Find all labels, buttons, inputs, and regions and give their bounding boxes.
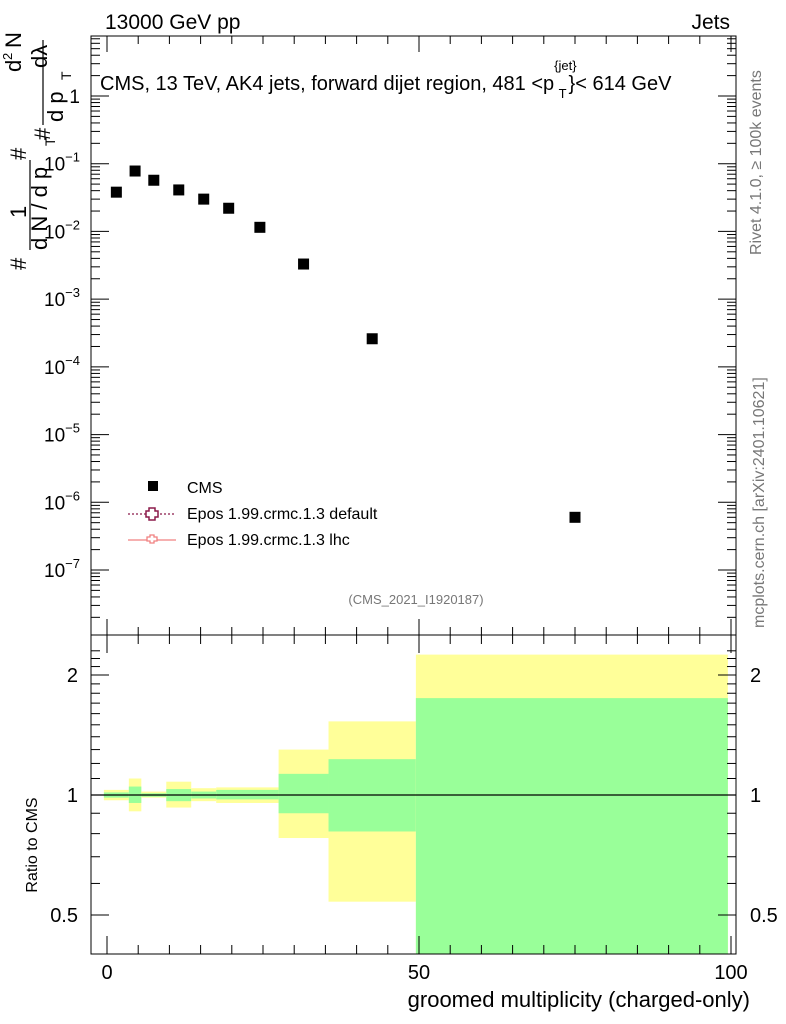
cms-data-point xyxy=(366,333,378,345)
ylabel-denominator-sub: T xyxy=(42,137,58,146)
ylabel-hash-left: # xyxy=(6,257,31,270)
top-y-tick-label: 1 xyxy=(69,87,80,108)
legend-label-epos-lhc: Epos 1.99.crmc.1.3 lhc xyxy=(187,532,350,549)
mcplots-label: mcplots.cern.ch [arXiv:2401.10621] xyxy=(751,377,768,628)
ratio-inner-band xyxy=(278,773,329,814)
x-tick-label: 100 xyxy=(714,962,747,984)
legend: CMS Epos 1.99.crmc.1.3 default Epos 1.99… xyxy=(128,480,378,549)
ratio-y-tick-label-right: 2 xyxy=(750,665,761,687)
plot-title-sup: {jet} xyxy=(554,58,577,73)
ylabel-one: 1 xyxy=(6,206,31,218)
cms-data-point xyxy=(129,165,141,177)
ratio-y-tick-label-left: 0.5 xyxy=(50,905,78,927)
ratio-y-tick-labels: 0.5 0.5 1 1 2 2 xyxy=(50,665,778,927)
legend-label-cms: CMS xyxy=(187,480,223,497)
top-y-tick-label: 10−4 xyxy=(44,353,80,379)
legend-label-epos-default: Epos 1.99.crmc.1.3 default xyxy=(187,506,378,523)
energy-label: 13000 GeV pp xyxy=(105,11,240,34)
analysis-id: (CMS_2021_I1920187) xyxy=(348,592,483,607)
plot-title-sub: T xyxy=(559,86,567,101)
plot-title-main: CMS, 13 TeV, AK4 jets, forward dijet reg… xyxy=(100,73,554,95)
ratio-inner-band xyxy=(415,698,728,954)
ylabel-num-bottom-sub: T xyxy=(58,71,74,80)
top-y-tick-label: 10−3 xyxy=(44,285,80,311)
x-axis-label: groomed multiplicity (charged-only) xyxy=(408,987,750,1012)
top-y-tick-label: 10−7 xyxy=(44,556,80,582)
category-label: Jets xyxy=(691,11,730,34)
cms-data-point xyxy=(148,174,160,186)
cms-data-points xyxy=(110,165,581,523)
ylabel-num-d: d xyxy=(1,60,26,72)
cms-data-point xyxy=(110,186,122,198)
ratio-axis-ticks xyxy=(91,635,736,954)
cms-data-point xyxy=(173,184,185,196)
top-y-tick-label: 10−5 xyxy=(44,421,80,447)
top-y-tick-labels: 1 10−1 10−2 10−3 10−4 10−5 10−6 10−7 xyxy=(44,87,80,582)
ratio-bands xyxy=(103,654,728,954)
cms-data-point xyxy=(569,511,581,523)
top-y-tick-label: 10−1 xyxy=(44,150,80,176)
cms-data-point xyxy=(198,193,210,205)
top-axis-ticks xyxy=(91,36,736,635)
plot-title: CMS, 13 TeV, AK4 jets, forward dijet reg… xyxy=(100,58,672,101)
top-y-tick-label: 10−6 xyxy=(44,488,80,514)
ylabel-denominator: d N / d p xyxy=(27,167,52,250)
ratio-y-tick-label-left: 2 xyxy=(67,665,78,687)
legend-marker-epos-default xyxy=(145,507,159,521)
ylabel-hash-mid: # xyxy=(6,147,31,160)
ylabel-lambda: dλ xyxy=(27,45,52,68)
ratio-y-tick-label-left: 1 xyxy=(67,785,78,807)
x-tick-label: 50 xyxy=(408,962,430,984)
legend-marker-cms xyxy=(148,481,158,491)
ylabel-num-sup: 2 xyxy=(0,53,15,60)
ratio-y-tick-label-right: 0.5 xyxy=(750,905,778,927)
rivet-label: Rivet 4.1.0, ≥ 100k events xyxy=(748,70,765,255)
cms-data-point xyxy=(254,221,266,233)
ylabel-hash-low: # xyxy=(30,127,55,140)
ratio-y-axis-label: Ratio to CMS xyxy=(24,797,41,892)
ratio-y-tick-label-right: 1 xyxy=(750,785,761,807)
plot-title-tail: }< 614 GeV xyxy=(569,73,673,95)
ylabel-num-bottom: d p xyxy=(43,91,68,122)
top-y-tick-label: 10−2 xyxy=(44,217,80,243)
ylabel-num-n: N xyxy=(1,32,26,48)
ratio-x-tick-labels: 0 50 100 xyxy=(101,962,747,984)
x-tick-label: 0 xyxy=(101,962,112,984)
cms-data-point xyxy=(298,258,310,270)
cms-data-point xyxy=(223,202,235,214)
top-y-axis-label: # 1 d N / d p T # d 2 N # d p T dλ xyxy=(0,32,74,270)
legend-marker-epos-lhc xyxy=(146,534,158,544)
